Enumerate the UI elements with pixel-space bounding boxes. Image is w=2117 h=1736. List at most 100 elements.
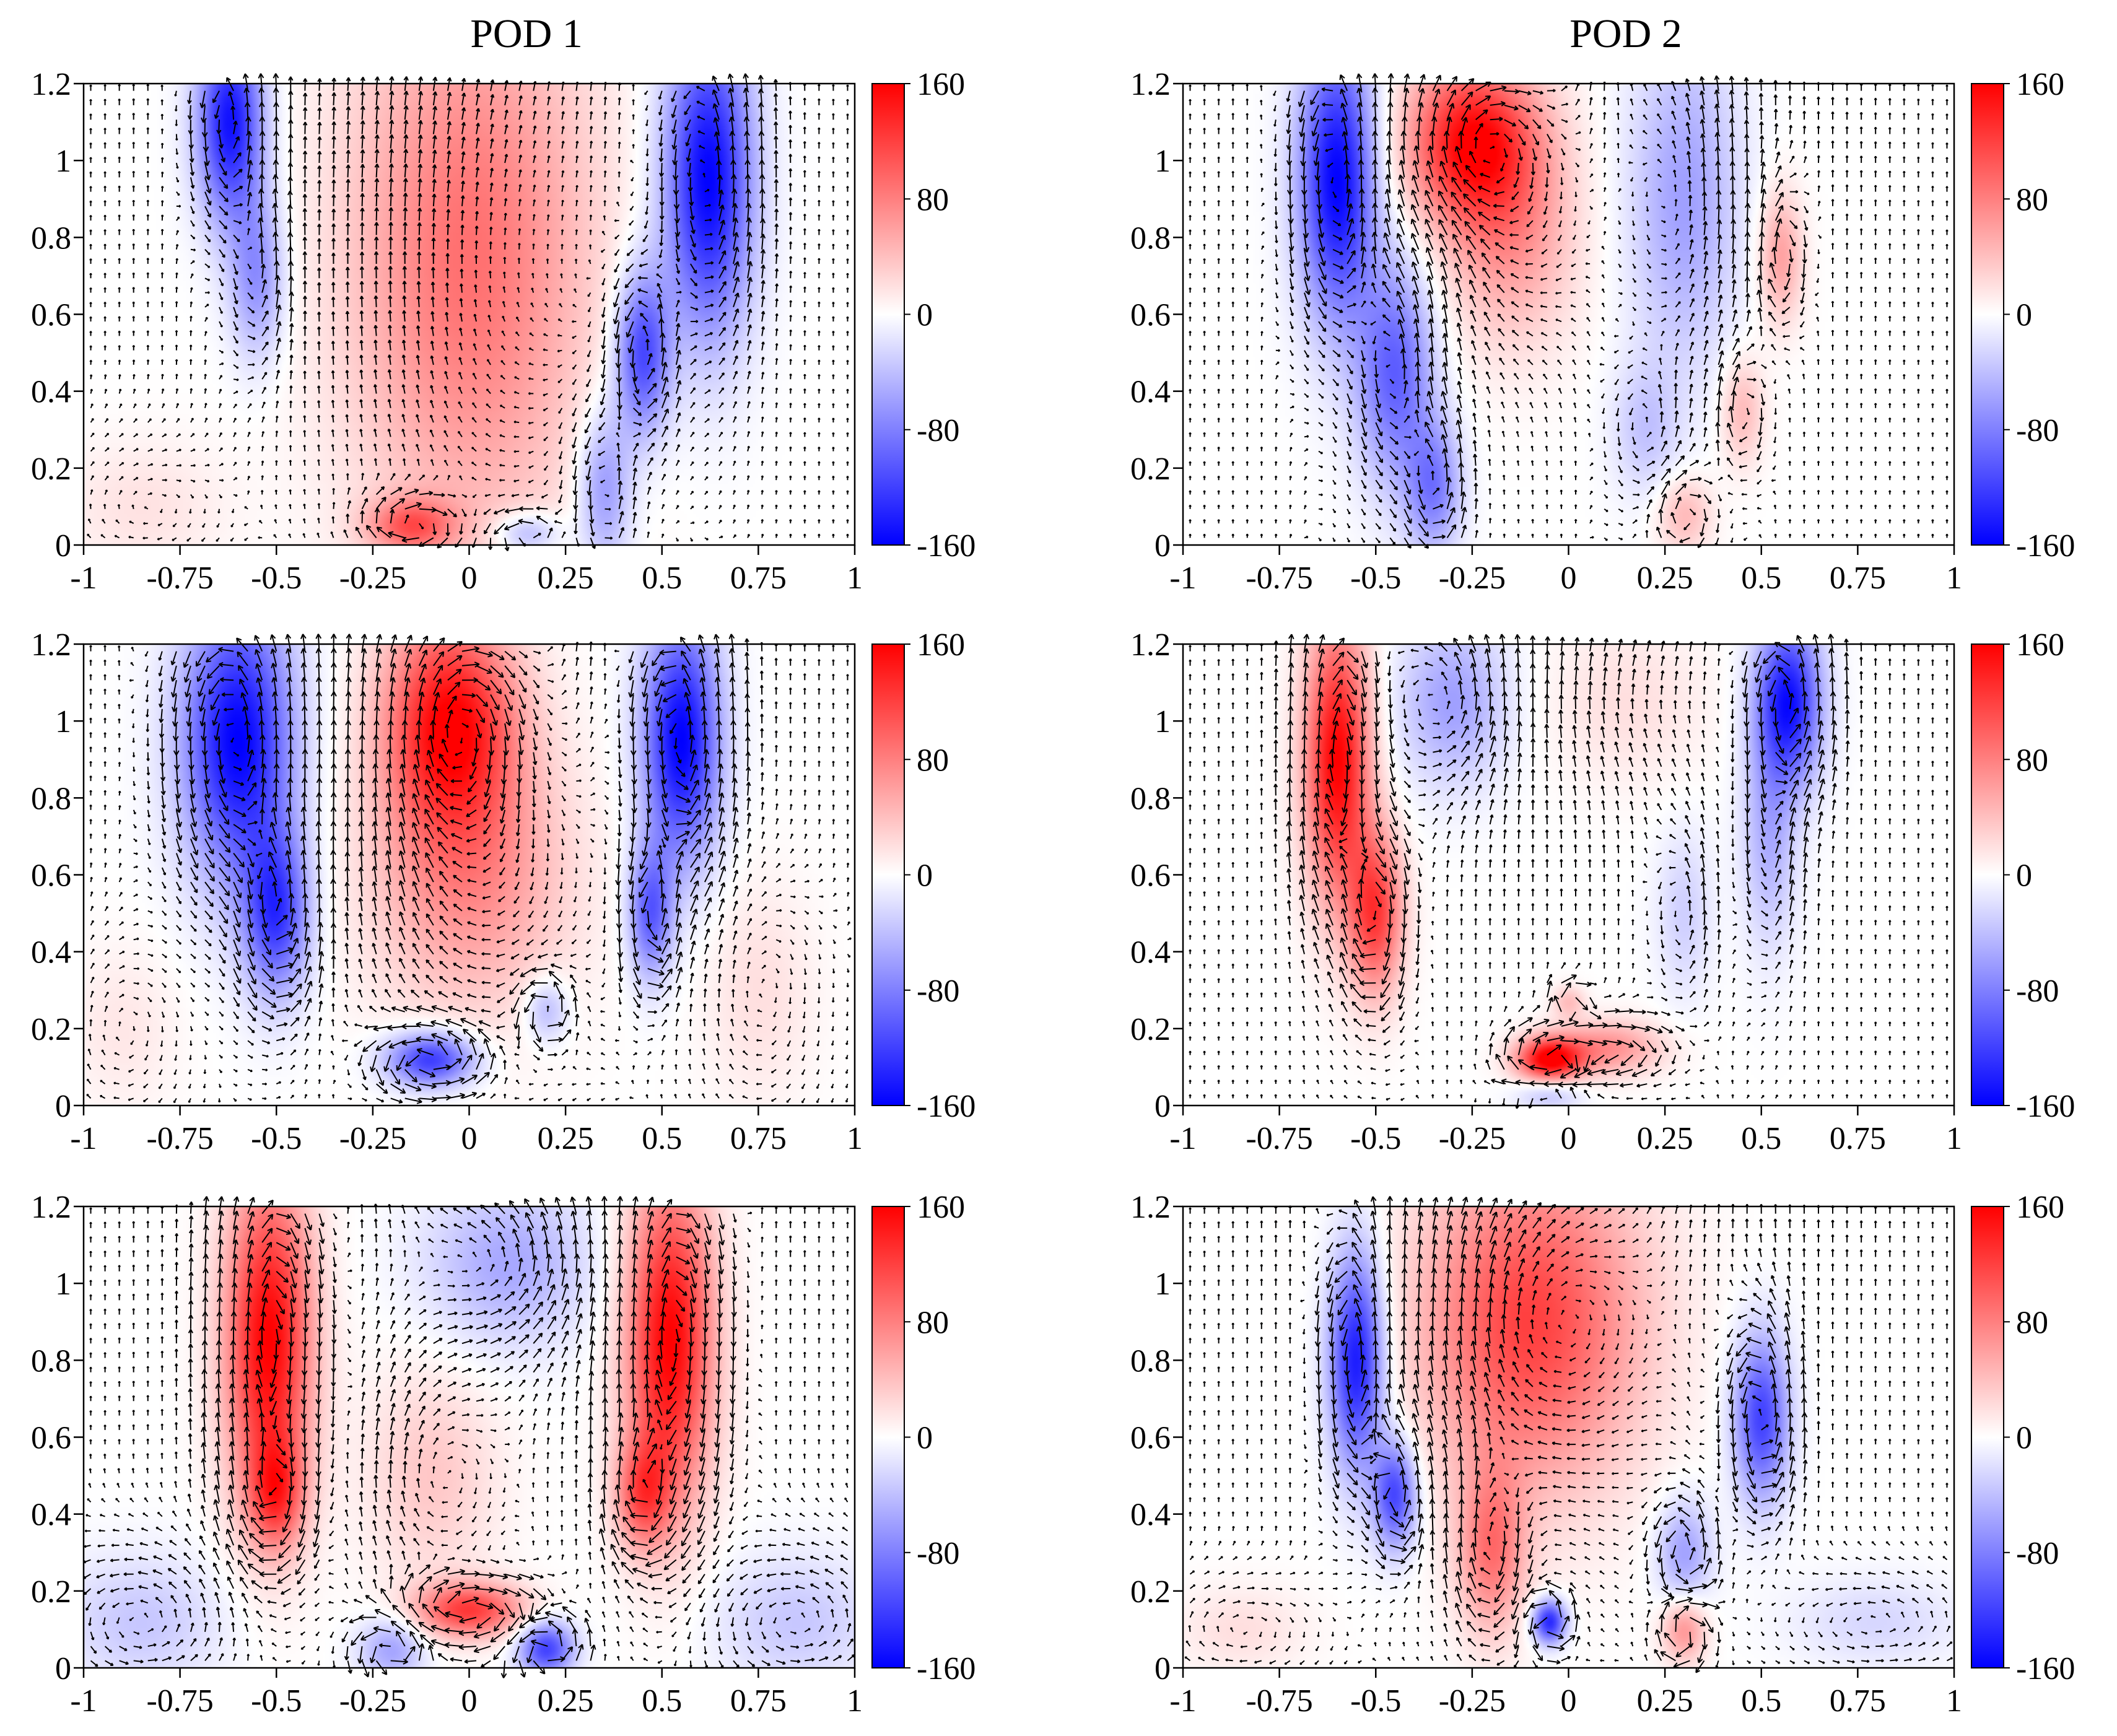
velocity-arrow-head [733, 460, 736, 463]
velocity-arrow-head [143, 521, 146, 525]
velocity-arrow-head [632, 481, 637, 486]
velocity-arrow-head [832, 490, 835, 493]
velocity-arrow [617, 443, 620, 451]
velocity-arrow-head [273, 534, 276, 537]
velocity-arrow-head [103, 504, 107, 507]
pod-panel: -1 -0.75 -0.5 -0.25 0 0.25 0.5 0.75 1 0 0.2 0.4 0.6 0… [31, 67, 976, 596]
velocity-arrow [347, 194, 349, 206]
velocity-arrow-head [720, 446, 723, 449]
velocity-arrow-head [193, 464, 196, 467]
velocity-arrow-head [107, 432, 110, 435]
velocity-arrow-head [818, 533, 821, 536]
velocity-arrow-head [499, 448, 502, 452]
velocity-arrow-head [789, 446, 792, 449]
velocity-arrow-head [289, 474, 292, 477]
velocity-arrow-head [416, 502, 422, 508]
velocity-arrow-head [453, 494, 456, 498]
velocity-arrow-head [387, 428, 391, 432]
velocity-arrow-head [761, 490, 764, 492]
velocity-arrow-head [128, 535, 131, 539]
velocity-arrow-head [87, 518, 91, 521]
velocity-arrow-head [846, 505, 849, 507]
velocity-arrow-head [186, 539, 190, 542]
velocity-arrow-head [761, 519, 764, 521]
velocity-arrow [432, 523, 436, 535]
velocity-arrow-head [165, 478, 167, 482]
velocity-arrow-head [234, 447, 237, 450]
velocity-arrow-head [114, 534, 117, 538]
velocity-arrow-head [205, 496, 208, 499]
velocity-arrow-head [620, 526, 625, 531]
velocity-arrow-head [549, 527, 553, 531]
velocity-arrow-head [691, 491, 694, 494]
column-title-pod1: POD 1 [470, 11, 583, 56]
velocity-arrow [632, 482, 636, 495]
velocity-arrow-head [203, 511, 206, 514]
x-tick-label: -0.75 [146, 560, 213, 596]
velocity-arrow-head [789, 490, 792, 493]
velocity-arrow-head [789, 461, 792, 464]
velocity-arrow-head [616, 466, 622, 471]
y-tick-label: 0.2 [31, 451, 71, 487]
velocity-arrow-head [302, 533, 305, 536]
velocity-arrow-head [676, 505, 679, 508]
velocity-arrow-head [818, 490, 821, 493]
velocity-arrow-head [260, 504, 263, 507]
velocity-arrow [775, 121, 777, 134]
velocity-arrow [505, 508, 520, 513]
y-tick-label: 0.4 [31, 375, 71, 410]
velocity-arrow-head [172, 525, 175, 528]
velocity-arrow-head [219, 495, 222, 499]
velocity-arrow-head [188, 511, 192, 514]
velocity-arrow-head [331, 516, 335, 519]
velocity-arrow-head [416, 458, 420, 461]
velocity-arrow-head [720, 535, 723, 539]
velocity-arrow-head [129, 520, 132, 523]
velocity-arrow-head [92, 432, 95, 435]
velocity-arrow [374, 429, 377, 437]
velocity-arrow-head [288, 518, 292, 521]
velocity-arrow-head [100, 534, 103, 537]
velocity-arrow-head [832, 461, 835, 464]
velocity-arrow-head [616, 454, 621, 458]
velocity-arrow [559, 465, 563, 474]
velocity-arrow-head [483, 512, 487, 515]
velocity-arrow [472, 538, 477, 548]
velocity-arrow-head [647, 531, 650, 534]
velocity-arrow-head [359, 429, 363, 432]
velocity-arrow-head [131, 504, 134, 507]
velocity-arrow-head [572, 475, 577, 481]
velocity-arrow-head [234, 461, 237, 465]
velocity-arrow-head [574, 530, 578, 534]
velocity-arrow-head [136, 433, 139, 436]
velocity-arrow [587, 465, 591, 481]
velocity-arrow-head [234, 432, 237, 435]
velocity-arrow [355, 526, 363, 538]
velocity-arrow-head [121, 447, 124, 450]
velocity-arrow [343, 530, 349, 538]
velocity-arrow-head [733, 490, 736, 492]
velocity-arrow-head [573, 505, 578, 510]
velocity-arrow-head [207, 463, 210, 467]
velocity-arrow-head [160, 510, 163, 513]
velocity-arrow [361, 486, 367, 495]
velocity-arrow-head [92, 447, 95, 450]
velocity-arrow-head [92, 461, 95, 464]
velocity-arrow-head [554, 512, 558, 515]
velocity-arrow-head [157, 523, 160, 526]
velocity-arrow-head [392, 473, 396, 476]
velocity-arrow-head [429, 491, 434, 496]
velocity-arrow-head [120, 489, 123, 492]
velocity-arrow-head [248, 431, 251, 434]
velocity-arrow-head [690, 539, 693, 542]
velocity-arrow-head [536, 506, 540, 511]
velocity-arrow-head [661, 504, 665, 507]
velocity-arrow-head [207, 448, 209, 451]
velocity-arrow-head [179, 479, 181, 482]
velocity-arrow-head [538, 533, 541, 536]
velocity-arrow [547, 528, 553, 538]
velocity-arrow-head [746, 489, 750, 492]
velocity-arrow-head [588, 505, 593, 510]
velocity-arrow-head [165, 448, 168, 451]
velocity-arrow-head [347, 500, 352, 504]
